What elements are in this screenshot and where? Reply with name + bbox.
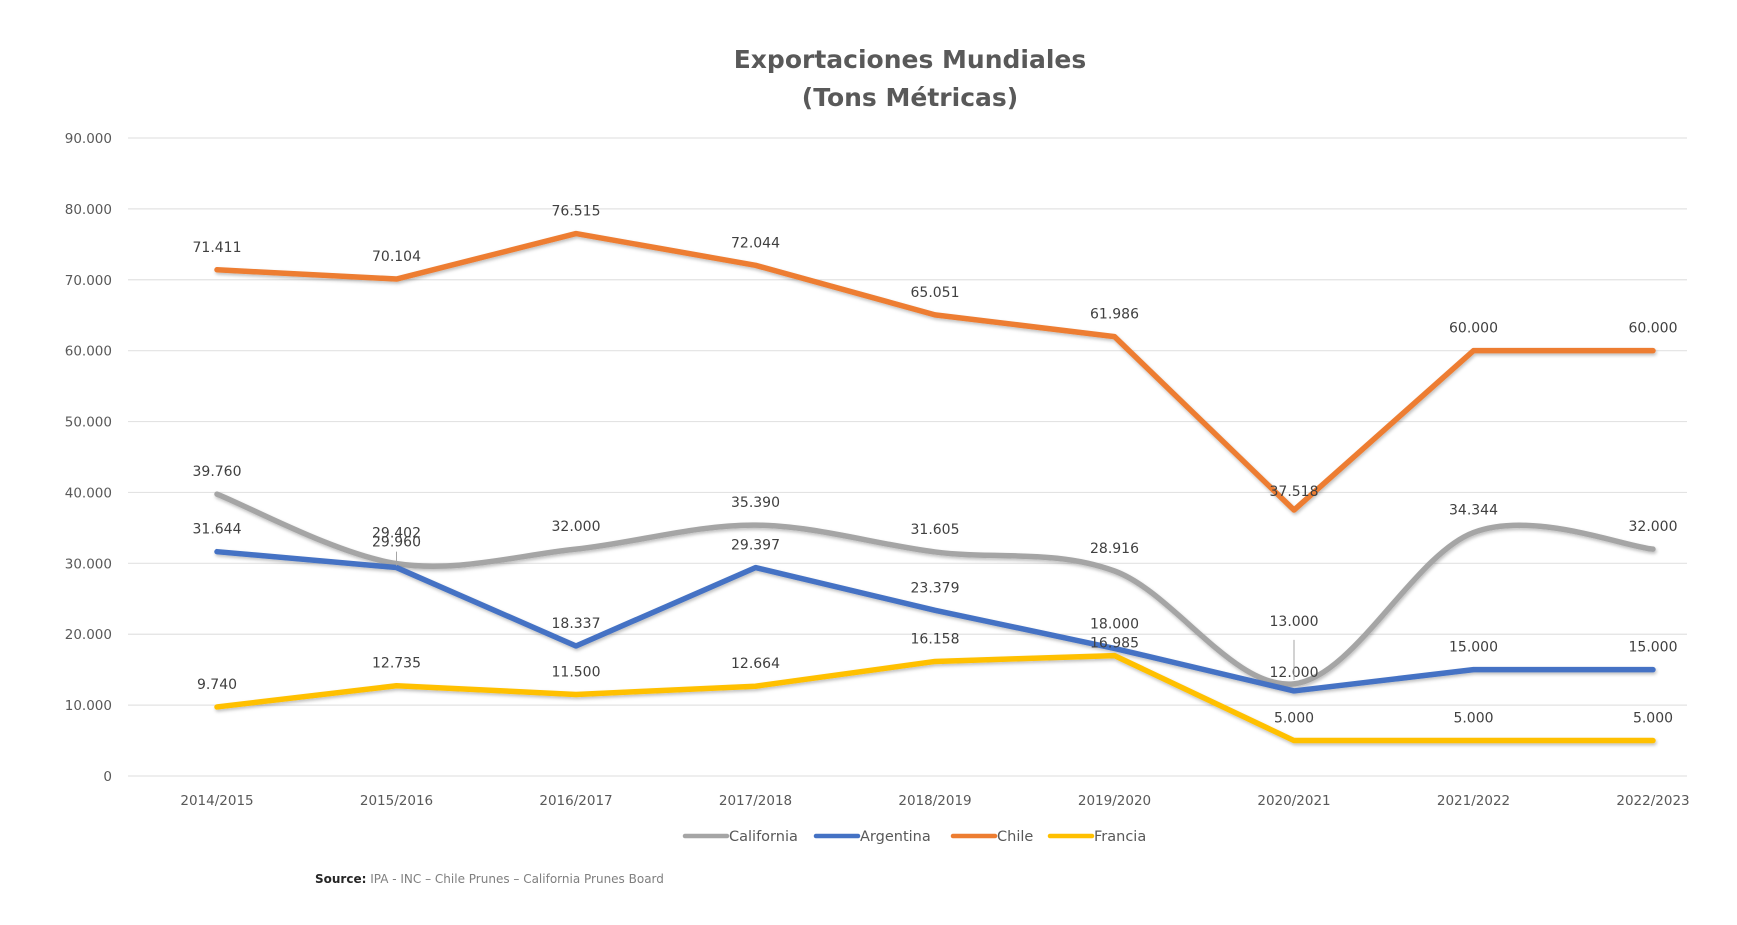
chart-title-line1: Exportaciones Mundiales — [734, 45, 1087, 74]
data-label: 70.104 — [372, 249, 421, 265]
x-axis: 2014/2015 2015/2016 2016/2017 2017/2018 2018… — [180, 793, 1689, 809]
data-label: 71.411 — [193, 240, 242, 256]
chart-title-line2: (Tons Métricas) — [802, 83, 1018, 112]
y-tick-label: 0 — [103, 769, 112, 785]
x-tick-label: 2021/2022 — [1437, 793, 1510, 809]
data-label: 16.158 — [911, 631, 960, 647]
data-label: 16.985 — [1090, 636, 1139, 652]
x-tick-label: 2016/2017 — [539, 793, 612, 809]
x-tick-label: 2018/2019 — [898, 793, 971, 809]
data-label: 29.960 — [372, 535, 421, 551]
x-tick-label: 2019/2020 — [1078, 793, 1151, 809]
source-note: Source: IPA - INC – Chile Prunes – Calif… — [315, 872, 664, 886]
data-label: 72.044 — [731, 235, 780, 251]
series-line-francia — [214, 652, 1656, 744]
y-tick-label: 60.000 — [65, 344, 112, 360]
data-label: 18.337 — [552, 616, 601, 632]
data-label: 12.664 — [731, 656, 780, 672]
y-axis: 0 10.000 20.000 30.000 40.000 50.000 60.000 70.… — [65, 131, 112, 785]
data-label: 60.000 — [1449, 321, 1498, 337]
data-label: 9.740 — [197, 677, 237, 693]
x-tick-label: 2017/2018 — [719, 793, 792, 809]
data-label: 61.986 — [1090, 307, 1139, 323]
source-label: Source: — [315, 872, 367, 886]
data-label: 28.916 — [1090, 541, 1139, 557]
data-label: 60.000 — [1629, 321, 1678, 337]
y-tick-label: 40.000 — [65, 485, 112, 501]
y-tick-label: 30.000 — [65, 556, 112, 572]
y-tick-label: 80.000 — [65, 202, 112, 218]
series-line-chile — [214, 230, 1656, 513]
y-tick-label: 70.000 — [65, 273, 112, 289]
legend-label-argentina: Argentina — [860, 829, 931, 845]
legend-label-chile: Chile — [997, 829, 1033, 845]
series-line-argentina — [214, 548, 1656, 694]
data-label: 29.402 — [372, 526, 421, 542]
data-label: 23.379 — [911, 580, 960, 596]
data-labels: 39.760 29.960 32.000 35.390 31.605 28.916 13.0… — [193, 204, 1678, 727]
x-tick-label: 2015/2016 — [360, 793, 433, 809]
legend: California Argentina Chile Francia — [682, 829, 1146, 845]
data-label: 12.735 — [372, 656, 421, 672]
x-tick-label: 2020/2021 — [1257, 793, 1330, 809]
data-label: 76.515 — [552, 204, 601, 220]
data-label: 11.500 — [552, 664, 601, 680]
source-text: IPA - INC – Chile Prunes – California Pr… — [366, 872, 664, 886]
y-tick-label: 90.000 — [65, 131, 112, 147]
series-lines — [214, 230, 1656, 744]
data-label: 39.760 — [193, 464, 242, 480]
data-label: 32.000 — [552, 519, 601, 535]
data-label: 31.605 — [911, 522, 960, 538]
series-line-california — [214, 491, 1656, 687]
data-label: 5.000 — [1274, 711, 1314, 727]
x-tick-label: 2014/2015 — [180, 793, 253, 809]
x-tick-label: 2022/2023 — [1616, 793, 1689, 809]
y-tick-label: 10.000 — [65, 698, 112, 714]
data-label: 34.344 — [1449, 503, 1498, 519]
data-label: 5.000 — [1633, 711, 1673, 727]
data-label: 5.000 — [1453, 711, 1493, 727]
legend-label-francia: Francia — [1094, 829, 1146, 845]
data-label: 32.000 — [1629, 519, 1678, 535]
y-tick-label: 20.000 — [65, 627, 112, 643]
data-label: 35.390 — [731, 495, 780, 511]
data-label: 31.644 — [193, 522, 242, 538]
y-tick-label: 50.000 — [65, 415, 112, 431]
data-label: 29.397 — [731, 538, 780, 554]
data-label: 18.000 — [1090, 616, 1139, 632]
gridlines — [128, 137, 1687, 777]
data-label: 13.000 — [1270, 614, 1319, 630]
legend-label-california: California — [729, 829, 798, 845]
data-label: 37.518 — [1270, 484, 1319, 500]
data-label: 65.051 — [911, 285, 960, 301]
data-label: 15.000 — [1629, 640, 1678, 656]
data-label: 15.000 — [1449, 640, 1498, 656]
